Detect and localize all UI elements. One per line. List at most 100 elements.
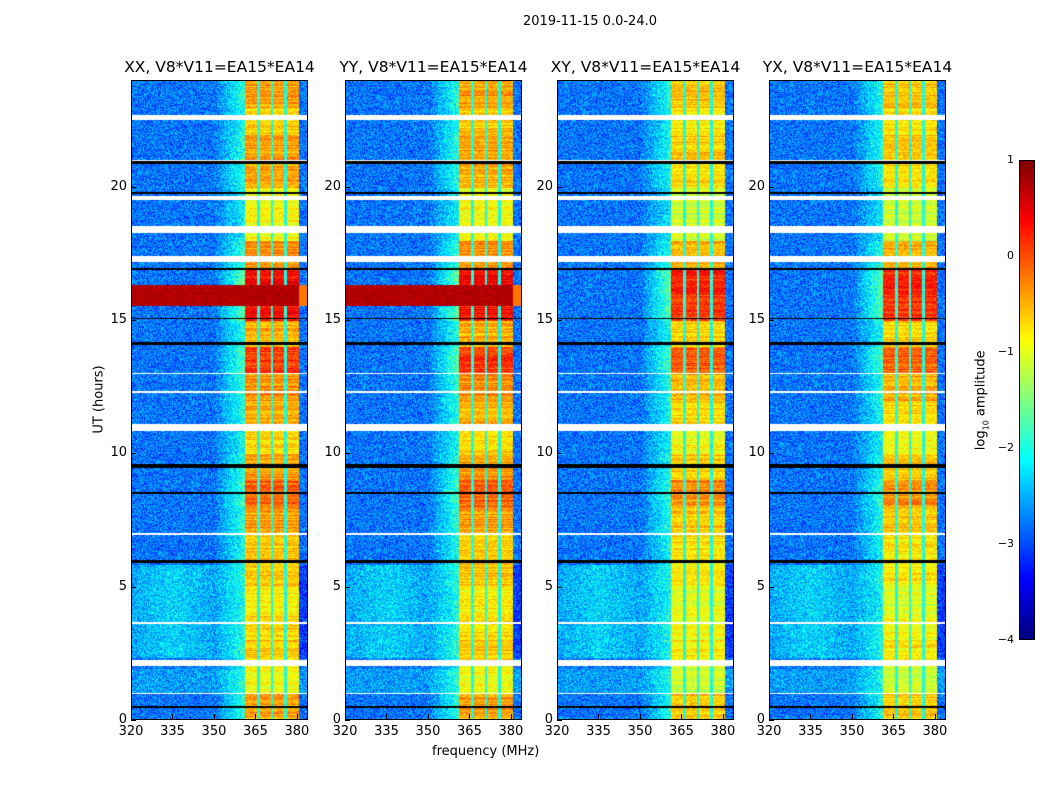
y-tick-label: 5 (756, 578, 765, 594)
x-tick-label: 365 (881, 724, 906, 739)
x-tick-mark (345, 714, 346, 720)
y-tick-mark (557, 320, 562, 321)
y-tick-mark (769, 453, 774, 455)
y-tick-label: 20 (748, 178, 765, 194)
y-tick-mark (345, 720, 350, 721)
x-axis-label: frequency (MHz) (432, 744, 540, 759)
spectrogram-panel (557, 80, 734, 720)
x-tick-label: 335 (586, 724, 611, 739)
y-tick-mark (131, 586, 136, 588)
x-tick-label: 335 (798, 724, 823, 739)
y-tick-mark (769, 320, 774, 321)
y-tick-mark (557, 586, 562, 588)
spectrogram-image (558, 81, 733, 719)
colorbar-tick-label: −4 (997, 633, 1014, 646)
y-tick-mark (131, 186, 136, 188)
x-tick-mark (469, 714, 471, 720)
y-tick-mark (131, 720, 136, 721)
y-tick-mark (131, 453, 136, 455)
y-tick-label: 5 (118, 578, 127, 594)
x-tick-mark (172, 714, 174, 720)
colorbar-tick-label: 1 (1007, 153, 1014, 166)
y-tick-label: 5 (332, 578, 341, 594)
x-tick-label: 365 (457, 724, 482, 739)
x-tick-label: 380 (498, 724, 524, 739)
x-tick-label: 335 (374, 724, 399, 739)
x-tick-label: 350 (201, 724, 227, 739)
x-tick-mark (722, 714, 724, 720)
y-tick-mark (557, 186, 562, 188)
y-tick-mark (345, 453, 350, 455)
panel-title: XX, V8*V11=EA15*EA14 (124, 58, 315, 76)
x-tick-mark (934, 714, 936, 720)
y-tick-mark (131, 320, 136, 321)
x-tick-mark (557, 714, 558, 720)
x-tick-mark (427, 714, 429, 720)
spectrogram-panel (345, 80, 522, 720)
y-tick-label: 10 (748, 445, 765, 461)
colorbar-tick-label: −3 (997, 537, 1014, 550)
x-tick-label: 350 (627, 724, 653, 739)
y-tick-label: 20 (324, 178, 341, 194)
y-tick-label: 0 (544, 712, 553, 727)
colorbar-tick-label: −2 (997, 441, 1014, 454)
y-tick-label: 15 (324, 312, 341, 327)
colorbar (1019, 160, 1035, 640)
y-tick-mark (769, 186, 774, 188)
x-tick-mark (510, 714, 512, 720)
x-tick-mark (255, 714, 257, 720)
y-tick-label: 15 (536, 312, 553, 327)
x-tick-label: 320 (118, 724, 144, 739)
colorbar-label: log10 amplitude (973, 350, 991, 451)
spectrogram-panel (769, 80, 946, 720)
y-tick-label: 10 (110, 445, 127, 461)
x-tick-mark (598, 714, 600, 720)
x-tick-label: 365 (669, 724, 694, 739)
y-tick-mark (557, 453, 562, 455)
colorbar-tick-label: −1 (997, 345, 1014, 358)
x-tick-mark (681, 714, 683, 720)
y-tick-label: 15 (110, 312, 127, 327)
y-tick-mark (769, 720, 774, 721)
y-tick-mark (557, 720, 562, 721)
x-tick-mark (639, 714, 641, 720)
x-tick-mark (769, 714, 770, 720)
panel-title: YY, V8*V11=EA15*EA14 (339, 58, 528, 76)
x-tick-mark (131, 714, 132, 720)
y-tick-mark (345, 586, 350, 588)
panel-title: XY, V8*V11=EA15*EA14 (550, 58, 741, 76)
y-tick-label: 0 (332, 712, 341, 727)
x-tick-mark (213, 714, 215, 720)
x-tick-label: 335 (160, 724, 185, 739)
colorbar-tick-label: 0 (1007, 249, 1014, 262)
x-tick-label: 380 (710, 724, 736, 739)
y-tick-mark (345, 320, 350, 321)
y-tick-label: 0 (118, 712, 127, 727)
x-tick-label: 350 (839, 724, 865, 739)
spectrogram-panel (131, 80, 308, 720)
x-tick-mark (893, 714, 895, 720)
x-tick-label: 320 (544, 724, 570, 739)
x-tick-label: 380 (922, 724, 948, 739)
y-tick-label: 20 (536, 178, 553, 194)
x-tick-label: 380 (284, 724, 310, 739)
x-tick-mark (851, 714, 853, 720)
x-tick-label: 320 (756, 724, 782, 739)
y-tick-mark (345, 186, 350, 188)
x-tick-label: 350 (415, 724, 441, 739)
y-tick-label: 0 (756, 712, 765, 727)
x-tick-mark (386, 714, 388, 720)
x-tick-mark (810, 714, 812, 720)
panel-title: YX, V8*V11=EA15*EA14 (762, 58, 953, 76)
spectrogram-image (346, 81, 521, 719)
spectrogram-image (770, 81, 945, 719)
y-axis-label: UT (hours) (91, 365, 107, 434)
y-tick-label: 15 (748, 312, 765, 327)
x-tick-label: 320 (332, 724, 358, 739)
figure-title: 2019-11-15 0.0-24.0 (523, 14, 657, 29)
y-tick-label: 20 (110, 178, 127, 194)
x-tick-label: 365 (243, 724, 268, 739)
x-tick-mark (296, 714, 298, 720)
y-tick-label: 10 (536, 445, 553, 461)
